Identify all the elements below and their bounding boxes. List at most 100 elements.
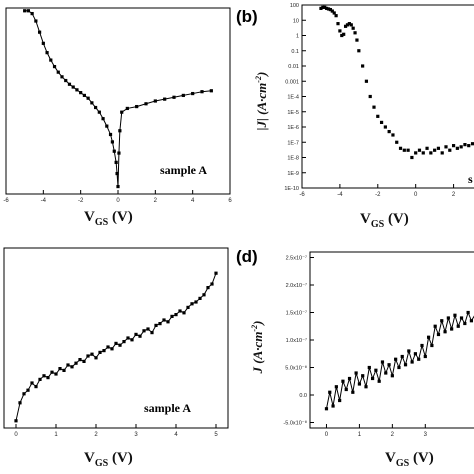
panel-d-data-point [390, 374, 394, 378]
panel-c-data-point [178, 309, 182, 313]
panel-d-series-line [325, 310, 474, 409]
panel-b-data-point [330, 9, 334, 13]
panel-d-x-tick-label: 3 [424, 432, 428, 438]
panel-c-data-point [206, 286, 210, 290]
panel-d-y-tick-label: 2.5x10⁻⁷ [286, 255, 307, 262]
panel-c-data-point [62, 368, 66, 372]
panel-b-data-point [395, 140, 399, 144]
panel-a: -6 -4 -2 0 2 4 6 sample A VGS (V) [3, 7, 232, 228]
panel-a-series-line [24, 10, 212, 187]
panel-a-data-point [45, 51, 49, 55]
panel-b-data-point [444, 145, 448, 149]
panel-d-data-point [413, 352, 418, 356]
panel-b-frame [301, 4, 474, 189]
panel-a-data-point [116, 184, 120, 189]
panel-d-data-point [466, 310, 470, 315]
panel-a-x-tick-label: 2 [154, 198, 158, 204]
panel-d-data-point [459, 316, 464, 320]
panel-a-data-point [153, 99, 157, 103]
panel-a-data-point [191, 91, 195, 96]
panel-b-data-point [376, 114, 380, 118]
panel-c-data-point [58, 367, 62, 371]
panel-c-data-point [214, 271, 218, 275]
panel-b-annotation: s [468, 172, 473, 186]
panel-d-data-point [420, 343, 424, 348]
panel-b-y-tick-label: 100 [290, 3, 299, 9]
panel-d-data-point [344, 387, 348, 392]
panel-b-data-point [391, 133, 395, 137]
panel-b-data-point [436, 146, 441, 150]
panel-b-data-point [459, 145, 463, 149]
panel-a-x-tick-label: 6 [228, 198, 232, 204]
panel-d-x-tick-label: 1 [358, 432, 362, 438]
panel-a-data-point [90, 101, 94, 105]
panel-d-data-point [377, 379, 381, 383]
panel-b-data-point [455, 146, 459, 150]
panel-b-data-point [463, 143, 467, 147]
panel-c-x-axis-title: VGS (V) [84, 450, 133, 469]
panel-b-x-axis-title: VGS (V) [360, 211, 409, 230]
panel-d-data-point [380, 360, 385, 364]
panel-d-x-axis-title: VGS (V) [385, 450, 434, 469]
panel-c-data-point [210, 282, 214, 286]
panel-d-data-point [417, 357, 421, 361]
panel-c-data-point [50, 370, 54, 374]
panel-c-data-point [126, 336, 130, 340]
panel-d-data-point [341, 379, 345, 383]
panel-c-data-point [194, 300, 198, 304]
panel-d-data-point [450, 327, 454, 331]
panel-d-data-point [357, 382, 362, 386]
panel-d-y-ticks: 2.5x10⁻⁷ 2.0x10⁻⁷ 1.5x10⁻⁷ 1.0x10⁻⁷ 5.0x10⁻⁸… [283, 255, 314, 427]
panel-b-y-tick-label: 1E-6 [287, 125, 299, 131]
panel-d-x-ticks: 0 1 2 3 [325, 424, 428, 438]
panel-a-annotation: sample A [160, 163, 207, 177]
panel-a-data-point [181, 93, 185, 98]
panel-a-x-axis-title: VGS (V) [84, 209, 133, 228]
panel-c-data-point [150, 331, 154, 335]
panel-c-data-point [202, 293, 206, 297]
panel-d-data-point [430, 343, 434, 348]
panel-a-data-point [23, 9, 27, 13]
panel-a-data-point [34, 19, 38, 23]
panel-a-data-point [172, 95, 176, 99]
panel-d-data-point [469, 319, 474, 323]
panel-c-data-point [46, 376, 50, 380]
panel-b-x-tick-label: -2 [375, 192, 381, 198]
panel-d-y-tick-label: -5.0x10⁻⁸ [283, 420, 307, 427]
panel-b-data-point [355, 38, 359, 42]
panel-a-data-point [97, 110, 101, 114]
panel-b-data-point [414, 151, 418, 155]
panel-c-data-point [114, 341, 118, 345]
panel-b-x-tick-label: 0 [414, 192, 418, 198]
panel-a-data-point [94, 105, 98, 110]
panel-d: (d) J (A·cm-2) 2.5x10⁻⁷ 2.0x10⁻⁷ 1.5x10⁻⁷ 1… [236, 247, 474, 469]
panel-a-data-point [110, 140, 114, 144]
panel-d-data-point [436, 332, 441, 337]
panel-a-data-point [115, 171, 119, 176]
panel-a-data-point [71, 85, 75, 89]
panel-d-data-point [370, 376, 375, 381]
panel-d-y-tick-label: 5.0x10⁻⁸ [285, 365, 307, 372]
panel-b-data-point [364, 79, 369, 83]
panel-a-data-point [49, 58, 53, 62]
panel-b-data-point [470, 142, 474, 146]
panel-c-data-point [70, 365, 74, 369]
panel-c-data-point [102, 349, 106, 353]
panel-a-data-point [86, 96, 90, 100]
panel-c-data-point [26, 388, 30, 392]
panel-d-data-point [400, 354, 404, 359]
panel-c-data-point [182, 311, 186, 315]
panel-c-data-point [38, 377, 42, 381]
panel-b-data [319, 5, 474, 160]
panel-a-data-point [120, 110, 124, 114]
panel-c-data-point [118, 343, 122, 347]
panel-b-data-point [383, 125, 387, 129]
panel-c-data-point [22, 392, 26, 396]
panel-a-data-point [144, 102, 148, 106]
panel-d-data-point [433, 324, 437, 328]
panel-b-data-point [334, 14, 338, 18]
panel-b-y-tick-label: 1E-8 [287, 156, 299, 162]
panel-b-x-tick-label: -4 [337, 192, 343, 198]
panel-a-data-point [114, 160, 118, 164]
